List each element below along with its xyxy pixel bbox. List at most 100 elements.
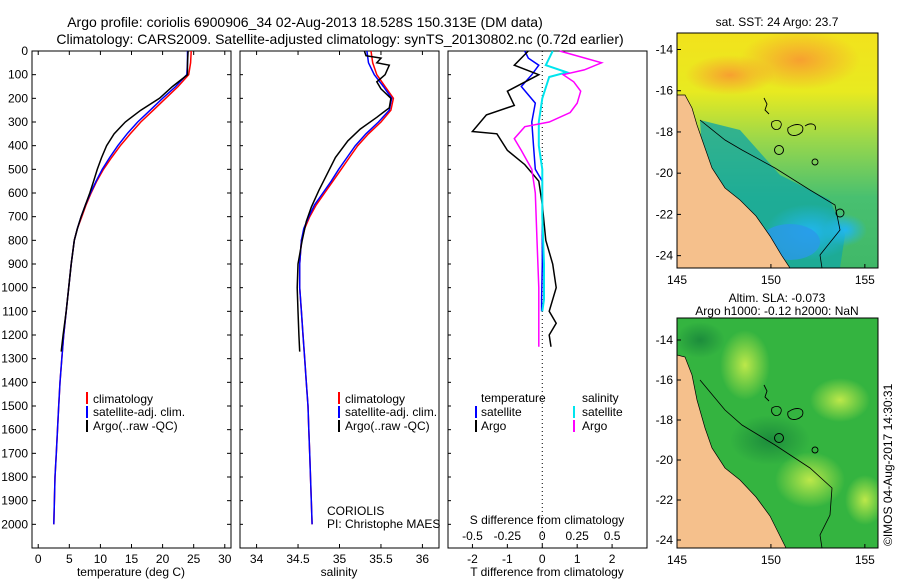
x-tick-label: 34.5 <box>286 552 310 566</box>
lat-tick-label: -20 <box>656 453 674 467</box>
argo-float-marker <box>774 145 784 155</box>
sst-reef <box>811 158 819 166</box>
profile-lines <box>53 50 604 525</box>
y-tick-label: 1600 <box>1 423 28 437</box>
sst-reef <box>835 208 845 218</box>
lon-tick-label: 155 <box>855 553 875 567</box>
x-tick-label: 20 <box>156 552 170 566</box>
lat-tick-label: -22 <box>656 207 674 221</box>
sla-high-patch <box>720 330 770 400</box>
legend-label-s-argo: Argo <box>582 419 608 433</box>
s-diff-tick-label: -0.5 <box>462 529 483 543</box>
sst-reef <box>771 119 782 131</box>
coriolis-annotation: CORIOLIS <box>327 504 384 518</box>
x-tick-label: 35 <box>333 552 347 566</box>
sst-reef <box>787 124 804 136</box>
lon-tick-label: 155 <box>855 273 875 287</box>
temperature-satellite-line <box>53 51 189 525</box>
title-line-1: Argo profile: coriolis 6900906_34 02-Aug… <box>67 14 543 30</box>
sla-map-title-1: Altim. SLA: -0.073 <box>729 291 826 305</box>
y-tick-label: 1200 <box>1 328 28 342</box>
difference-panel-frame <box>447 50 648 549</box>
t-diff-tick-label: 0 <box>539 552 546 566</box>
legend-title-temperature: temperature <box>481 391 546 405</box>
temperature-argo-line <box>60 50 189 352</box>
lon-tick-label: 145 <box>667 273 687 287</box>
salinity-satellite-line <box>298 50 393 525</box>
y-tick-label: 500 <box>8 162 28 176</box>
sst-depth-contour <box>699 119 841 268</box>
sst-map <box>677 33 878 268</box>
sla-high-patch <box>775 452 845 508</box>
s-difference-xlabel: S difference from climatology <box>470 513 625 527</box>
x-tick-label: 15 <box>125 552 139 566</box>
salinity-panel-frame <box>239 50 440 549</box>
lat-tick-label: -16 <box>656 373 674 387</box>
x-tick-label: 35.5 <box>369 552 393 566</box>
y-tick-label: 1900 <box>1 494 28 508</box>
sla-low-patch <box>730 415 810 465</box>
legend-label-satellite: satellite-adj. clim. <box>345 405 437 419</box>
x-tick-label: 36 <box>416 552 430 566</box>
sla-reef <box>771 405 782 417</box>
sla-high-patch <box>810 378 870 422</box>
sla-reef <box>763 384 770 402</box>
title-line-2: Climatology: CARS2009. Satellite-adjuste… <box>56 31 623 47</box>
legend-label-t-argo: Argo <box>481 419 507 433</box>
sst-reef <box>804 123 816 131</box>
y-tick-label: 700 <box>8 210 28 224</box>
sla-map-title-2: Argo h1000: -0.12 h2000: NaN <box>695 304 858 318</box>
y-tick-label: 1800 <box>1 470 28 484</box>
sla-map <box>677 318 878 548</box>
legend-label-argo: Argo(..raw -QC) <box>93 419 178 433</box>
t-diff-tick-label: -2 <box>467 552 478 566</box>
lon-tick-label: 150 <box>761 553 781 567</box>
lat-tick-label: -20 <box>656 166 674 180</box>
legend-label-satellite: satellite-adj. clim. <box>93 405 185 419</box>
s-diff-argo-line <box>513 50 604 347</box>
y-tick-label: 1100 <box>2 304 28 318</box>
salinity-xlabel: salinity <box>321 565 358 579</box>
y-tick-label: 1400 <box>1 375 28 389</box>
t-difference-xlabel: T difference from climatology <box>470 565 624 579</box>
lat-tick-label: -14 <box>656 42 674 56</box>
lat-tick-label: -16 <box>656 84 674 98</box>
legend-label-t-satellite: satellite <box>481 405 522 419</box>
t-diff-tick-label: -1 <box>502 552 513 566</box>
x-tick-label: 25 <box>187 552 201 566</box>
legend-label-argo: Argo(..raw -QC) <box>345 419 430 433</box>
temperature-xlabel: temperature (deg C) <box>77 565 185 579</box>
x-tick-label: 34 <box>250 552 264 566</box>
y-tick-label: 600 <box>8 186 28 200</box>
y-tick-label: 200 <box>8 91 28 105</box>
salinity-argo-line <box>296 50 392 352</box>
t-diff-tick-label: 1 <box>574 552 581 566</box>
y-tick-label: 1500 <box>1 399 28 413</box>
y-tick-label: 1700 <box>1 446 28 460</box>
sla-land <box>677 354 787 548</box>
x-tick-label: 30 <box>218 552 232 566</box>
sst-reef <box>763 97 770 115</box>
y-tick-label: 900 <box>8 257 28 271</box>
difference-legend: temperature satellite Argo salinity sate… <box>475 391 623 433</box>
temperature-legend: climatology satellite-adj. clim. Argo(..… <box>86 392 185 433</box>
lat-tick-label: -14 <box>656 333 674 347</box>
s-diff-tick-label: 0.5 <box>604 529 621 543</box>
sst-warm-patch <box>685 55 775 95</box>
sla-low-patch <box>677 322 725 358</box>
legend-label-climatology: climatology <box>345 392 405 406</box>
salinity-legend: climatology satellite-adj. clim. Argo(..… <box>338 392 437 433</box>
lat-tick-label: -22 <box>656 493 674 507</box>
sla-depth-contour <box>699 379 833 548</box>
lat-tick-label: -18 <box>656 125 674 139</box>
temperature-climatology-line <box>53 50 192 525</box>
imos-timestamp: ©IMOS 04-Aug-2017 14:30:31 <box>881 383 895 546</box>
y-tick-label: 400 <box>8 139 28 153</box>
sst-map-ticks: 145 150 155 -14 -16 -18 -20 -22 -24 <box>656 42 876 287</box>
s-diff-tick-label: 0.25 <box>565 529 589 543</box>
sst-cold-patch <box>823 214 867 246</box>
lon-tick-label: 150 <box>761 273 781 287</box>
lat-tick-label: -24 <box>656 533 674 547</box>
y-tick-label: 300 <box>8 115 28 129</box>
